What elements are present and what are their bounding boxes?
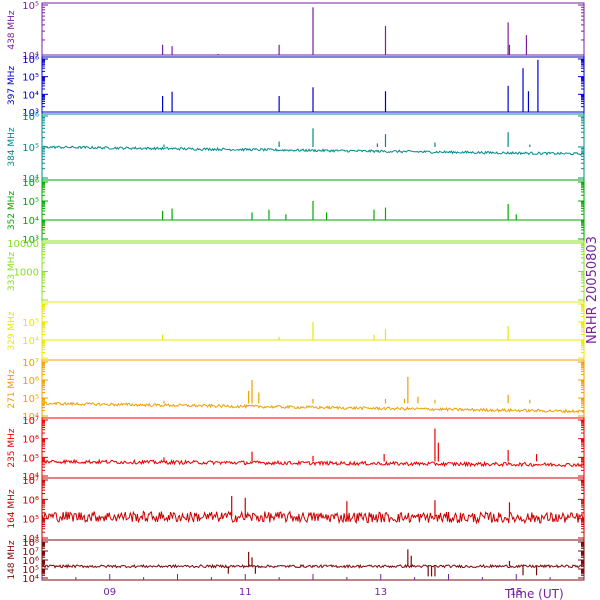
series-line [41, 563, 584, 569]
time-tick-label: 11 [239, 587, 252, 598]
panel-label: 329 MHz [7, 311, 17, 351]
panel-2: 10⁴ 10⁵ 10⁶ 384 MHz [7, 112, 585, 185]
y-tick-label: 10⁵ [22, 453, 39, 464]
y-tick-label: 10⁵ [22, 515, 39, 526]
y-tick-label: 10000 [7, 239, 39, 250]
y-tick-label: 10⁵ [22, 318, 39, 329]
y-tick-label: 10⁶ [22, 556, 39, 567]
y-tick-label: 10⁷ [22, 358, 39, 369]
y-tick-label: 10⁴ [22, 336, 39, 347]
panel-3: 10³ 10⁴ 10⁵ 10⁶ 352 MHz [7, 178, 585, 246]
panel-label: 352 MHz [7, 191, 17, 231]
y-tick-label: 10⁴ [22, 51, 39, 62]
panel-label: 164 MHz [7, 489, 17, 529]
panel-label: 148 MHz [7, 540, 17, 580]
panel-8: 10⁴ 10⁵ 10⁶ 10⁷ 164 MHz [7, 476, 585, 545]
y-tick-label: 10⁴ [22, 90, 39, 101]
panel-label: 397 MHz [7, 66, 17, 106]
time-axis-label: Time (UT) [504, 587, 564, 600]
time-tick-label: 13 [374, 587, 387, 598]
time-tick-label: 09 [103, 587, 116, 598]
panel-label: 384 MHz [7, 127, 17, 167]
time-tick-label: 15 [510, 587, 523, 598]
y-tick-label: 10⁶ [22, 55, 39, 66]
y-tick-label: 10⁴ [22, 534, 39, 545]
y-tick-label: 10⁵ [22, 197, 39, 208]
y-tick-label: 10⁵ [22, 394, 39, 405]
y-tick-label: 10⁴ [22, 574, 39, 585]
y-tick-label: 10⁴ [22, 412, 39, 423]
y-tick-label: 10⁸ [22, 538, 39, 549]
panel-label: 438 MHz [7, 10, 17, 50]
y-tick-label: 10³ [22, 108, 39, 119]
y-tick-label: 10⁷ [22, 476, 39, 487]
time-axis: Time (UT) 09 11 13 15 [41, 574, 585, 600]
y-tick-label: 10⁵ [22, 1, 39, 12]
y-tick-label: 10⁶ [22, 495, 39, 506]
series-line [41, 458, 585, 468]
y-tick-label: 10⁷ [22, 547, 39, 558]
y-tick-label: 10⁴ [22, 472, 39, 483]
series-line [41, 401, 585, 414]
y-tick-label: 10⁶ [22, 112, 39, 123]
y-tick-label: 10⁶ [22, 376, 39, 387]
y-tick-label: 10³ [22, 235, 39, 246]
y-tick-label: 10⁶ [22, 178, 39, 189]
y-tick-label: 10⁴ [22, 174, 39, 185]
side-label: NRHR 20050803 [585, 236, 600, 344]
y-tick-label: 10⁵ [22, 143, 39, 154]
y-tick-label: 10⁴ [22, 216, 39, 227]
y-tick-label: 10⁷ [22, 416, 39, 427]
panel-label: 333 MHz [7, 252, 17, 292]
panel-label: 235 MHz [7, 428, 17, 468]
series-line [41, 510, 585, 525]
panel-label: 271 MHz [7, 369, 17, 409]
y-tick-label: 10⁵ [22, 73, 39, 84]
y-tick-label: 1000 [14, 268, 39, 279]
y-tick-label: 10⁵ [22, 565, 39, 576]
series-line [41, 145, 585, 156]
y-tick-label: 10⁶ [22, 435, 39, 446]
